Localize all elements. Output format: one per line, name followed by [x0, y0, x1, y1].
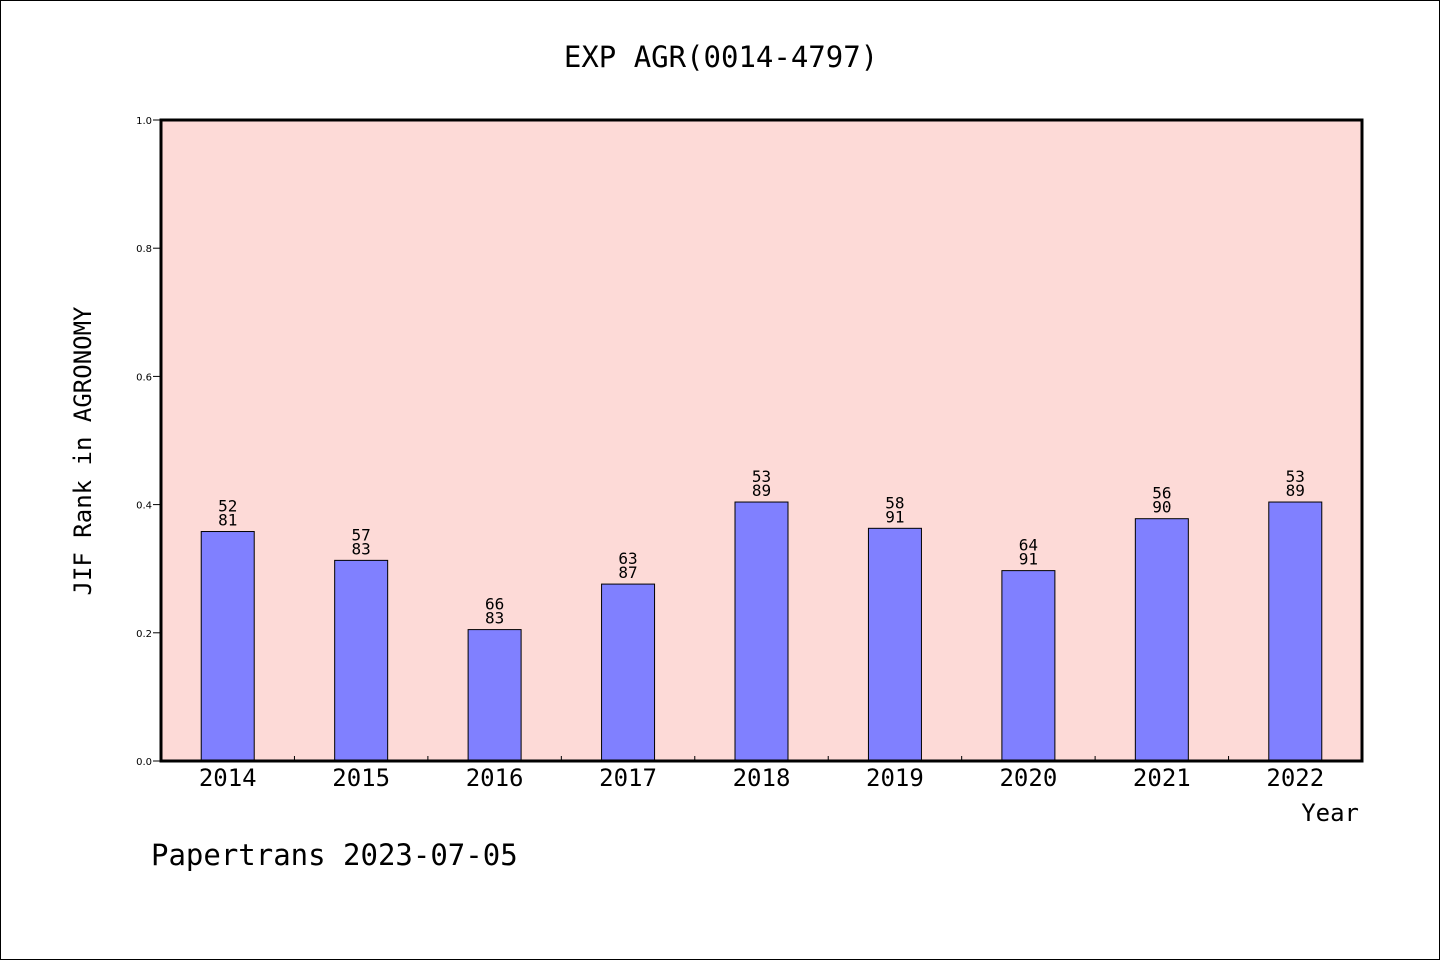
bar-label-top: 53 — [1286, 467, 1305, 486]
x-tick-label: 2020 — [999, 764, 1057, 792]
x-tick-label: 2022 — [1266, 764, 1324, 792]
x-tick-label: 2014 — [199, 764, 257, 792]
bar — [734, 501, 789, 762]
x-axis-label: Year — [1301, 799, 1359, 827]
bar — [1268, 501, 1323, 762]
bar-label-top: 52 — [218, 497, 237, 516]
bar-label-bottom: 83 — [485, 609, 504, 628]
bar — [334, 559, 389, 762]
y-tick-label: 0.6 — [136, 372, 152, 383]
x-tick-label: 2015 — [332, 764, 390, 792]
y-tick-label: 0.0 — [136, 757, 152, 768]
bar — [467, 629, 522, 762]
y-tick-label: 0.4 — [136, 501, 152, 512]
bar-label-bottom: 89 — [752, 481, 771, 500]
bar — [1001, 570, 1056, 762]
bar-label-bottom: 89 — [1286, 481, 1305, 500]
x-tick-label: 2019 — [866, 764, 924, 792]
bar — [601, 583, 656, 762]
x-tick-label: 2017 — [599, 764, 657, 792]
y-tick-label: 1.0 — [136, 116, 152, 127]
bar-label-top: 57 — [352, 525, 371, 544]
bar-label-bottom: 90 — [1152, 498, 1171, 517]
bar-label-bottom: 87 — [618, 563, 637, 582]
y-tick-label: 0.8 — [136, 244, 152, 255]
x-tick-label: 2021 — [1133, 764, 1191, 792]
bar-label-top: 64 — [1019, 536, 1038, 555]
bar-label-bottom: 81 — [218, 511, 237, 530]
bar-label-top: 58 — [885, 493, 904, 512]
y-tick-label: 0.2 — [136, 629, 152, 640]
watermark-text: Papertrans 2023-07-05 — [151, 838, 518, 872]
bar-label-top: 53 — [752, 467, 771, 486]
x-tick-label: 2016 — [466, 764, 524, 792]
y-axis-label: JIF Rank in AGRONOMY — [69, 306, 97, 596]
x-axis: 2014 2015 2016 2017 2018 2019 2020 2021 2022 — [199, 756, 1324, 792]
bar-label-top: 56 — [1152, 484, 1171, 503]
bar — [867, 527, 922, 762]
x-tick-label: 2018 — [733, 764, 791, 792]
bar-label-top: 63 — [618, 549, 637, 568]
bar — [200, 531, 255, 762]
chart-title: EXP AGR(0014-4797) — [564, 40, 878, 74]
bar-label-top: 66 — [485, 595, 504, 614]
bar-label-bottom: 91 — [1019, 550, 1038, 569]
bar-label-bottom: 83 — [352, 539, 371, 558]
bar-label-bottom: 91 — [885, 507, 904, 526]
bar — [1134, 518, 1189, 762]
y-axis: 0.0 0.2 0.4 0.6 0.8 1.0 — [136, 116, 161, 768]
plot-border — [159, 118, 1364, 763]
